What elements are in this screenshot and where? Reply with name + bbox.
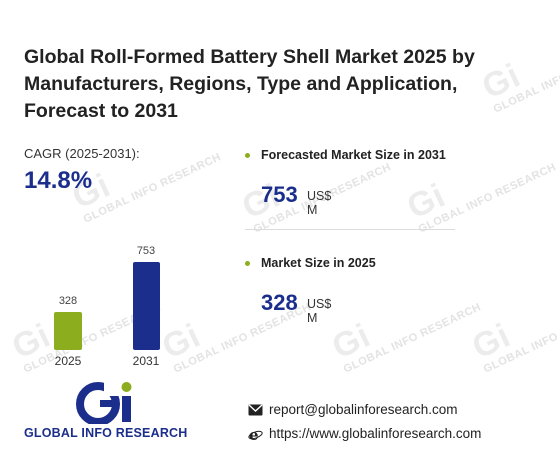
divider (245, 229, 455, 230)
bar-value-2025: 328 (58, 295, 78, 307)
bullet-icon (245, 153, 250, 158)
forecast-unit: US$ M (307, 189, 332, 217)
market-size-unit: US$ M (307, 297, 332, 325)
market-size-value: 328 (261, 290, 298, 315)
cagr-value: 14.8% (24, 167, 93, 194)
svg-text:e: e (249, 427, 259, 442)
website-contact[interactable]: e https://www.globalinforesearch.com (248, 426, 481, 442)
bar-category-2025: 2025 (54, 354, 82, 368)
email-text[interactable]: report@globalinforesearch.com (269, 402, 458, 417)
cagr-label: CAGR (2025-2031): (24, 146, 140, 161)
brand-logo: GLOBAL INFO RESEARCH (24, 380, 194, 440)
forecast-value: 753 (261, 182, 298, 207)
email-contact[interactable]: report@globalinforesearch.com (248, 402, 458, 417)
bar-2031 (133, 262, 160, 350)
market-size-label: Market Size in 2025 (261, 256, 376, 270)
bar-value-2031: 753 (136, 245, 156, 257)
page-title: Global Roll-Formed Battery Shell Market … (24, 46, 475, 122)
website-text[interactable]: https://www.globalinforesearch.com (269, 426, 482, 441)
bar-2025 (54, 312, 82, 350)
bullet-icon (245, 261, 250, 266)
browser-icon: e (248, 427, 263, 442)
forecast-label: Forecasted Market Size in 2031 (261, 148, 446, 162)
brand-name: GLOBAL INFO RESEARCH (24, 426, 188, 440)
mail-icon (248, 404, 263, 416)
bar-category-2031: 2031 (132, 354, 160, 368)
gi-logo-icon (76, 382, 132, 424)
